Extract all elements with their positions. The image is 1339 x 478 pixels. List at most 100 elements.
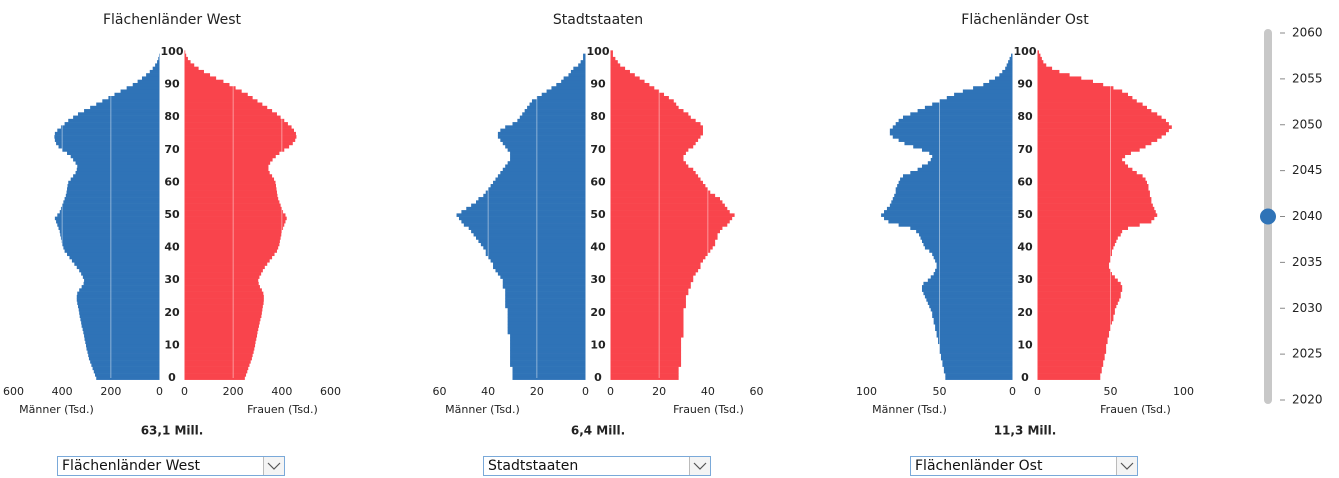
bar <box>76 265 160 270</box>
bar <box>1011 53 1013 58</box>
bar <box>84 109 160 113</box>
bar <box>927 278 1013 283</box>
bar <box>973 86 1013 90</box>
bar <box>75 170 160 175</box>
bar <box>184 268 263 273</box>
bar <box>921 285 1013 289</box>
bar <box>68 180 160 185</box>
bar <box>1037 294 1121 299</box>
slider-tick-label: 2030 <box>1292 301 1323 315</box>
bar <box>60 206 160 211</box>
axis-label: Frauen (Tsd.) <box>247 403 318 416</box>
bar <box>610 131 703 136</box>
bar <box>610 272 696 276</box>
bar <box>610 56 616 61</box>
bar <box>610 262 701 266</box>
bar <box>63 245 160 250</box>
bar <box>610 268 699 273</box>
bar <box>943 369 1013 374</box>
bar <box>184 115 281 120</box>
y-tick-label: 60 <box>164 175 180 188</box>
bar <box>1037 369 1102 374</box>
bar <box>1037 99 1137 103</box>
bar <box>76 167 160 172</box>
bar <box>184 193 278 198</box>
bar <box>510 347 586 351</box>
bar <box>1037 252 1112 257</box>
bar <box>126 86 160 90</box>
bar <box>1037 203 1153 208</box>
bar <box>610 161 686 165</box>
bar <box>1037 249 1112 253</box>
bar <box>184 154 276 159</box>
bar <box>510 343 586 348</box>
bar <box>519 115 586 120</box>
bar <box>510 157 586 162</box>
y-tick-label: 70 <box>164 143 180 156</box>
y-tick-label: 80 <box>590 110 606 123</box>
bar <box>936 333 1013 338</box>
region-dropdown[interactable]: Flächenländer West <box>57 456 285 476</box>
bar <box>184 333 258 338</box>
bar <box>184 161 271 165</box>
bar <box>132 82 160 87</box>
bar <box>63 200 160 204</box>
bar <box>184 317 261 322</box>
bar <box>610 184 706 188</box>
bar <box>184 324 259 328</box>
bar <box>184 131 296 136</box>
bar <box>610 73 635 77</box>
dropdown-arrow[interactable] <box>263 457 284 475</box>
bar <box>933 255 1013 260</box>
bar <box>1037 92 1129 97</box>
bar <box>1037 373 1101 377</box>
slider-tick-label: 2050 <box>1292 117 1323 131</box>
bar <box>184 369 248 374</box>
chart-title: Stadtstaaten <box>553 12 643 28</box>
bar <box>1037 79 1093 84</box>
bar <box>929 304 1013 309</box>
bar <box>184 151 280 155</box>
bar <box>502 141 586 146</box>
y-tick-label: 50 <box>590 208 606 221</box>
bar <box>493 180 586 185</box>
bar <box>1037 184 1149 188</box>
region-dropdown[interactable]: Stadtstaaten <box>483 456 711 476</box>
bar <box>933 317 1013 322</box>
bar <box>610 239 716 244</box>
dropdown-arrow[interactable] <box>689 457 710 475</box>
bar <box>70 154 160 159</box>
bar <box>184 89 242 94</box>
bar <box>610 174 699 178</box>
bar <box>493 265 586 270</box>
bar <box>610 76 640 81</box>
bar <box>184 272 262 276</box>
bar <box>921 164 1013 169</box>
y-tick-label: 40 <box>164 241 180 254</box>
bar <box>929 249 1013 253</box>
axis-label: Männer (Tsd.) <box>872 403 947 416</box>
bar <box>541 92 586 97</box>
region-dropdown[interactable]: Flächenländer Ost <box>910 456 1138 476</box>
bar <box>184 245 279 250</box>
bar <box>485 249 586 253</box>
bar <box>610 314 684 318</box>
dropdown-arrow[interactable] <box>1116 457 1137 475</box>
bar <box>1037 219 1152 224</box>
bar <box>1037 161 1126 165</box>
slider-knob[interactable] <box>1260 208 1276 225</box>
bar <box>507 327 586 332</box>
bar <box>90 360 160 364</box>
bar <box>945 373 1013 377</box>
bar <box>466 206 586 211</box>
bar <box>184 376 245 380</box>
bar <box>77 304 160 309</box>
bar <box>78 307 160 312</box>
bar <box>900 177 1013 182</box>
bar <box>610 197 720 201</box>
bar <box>184 307 263 312</box>
bar <box>461 210 586 214</box>
x-tick-label: 50 <box>1104 385 1118 398</box>
y-tick-label: 50 <box>1017 208 1033 221</box>
bar <box>1037 337 1108 341</box>
